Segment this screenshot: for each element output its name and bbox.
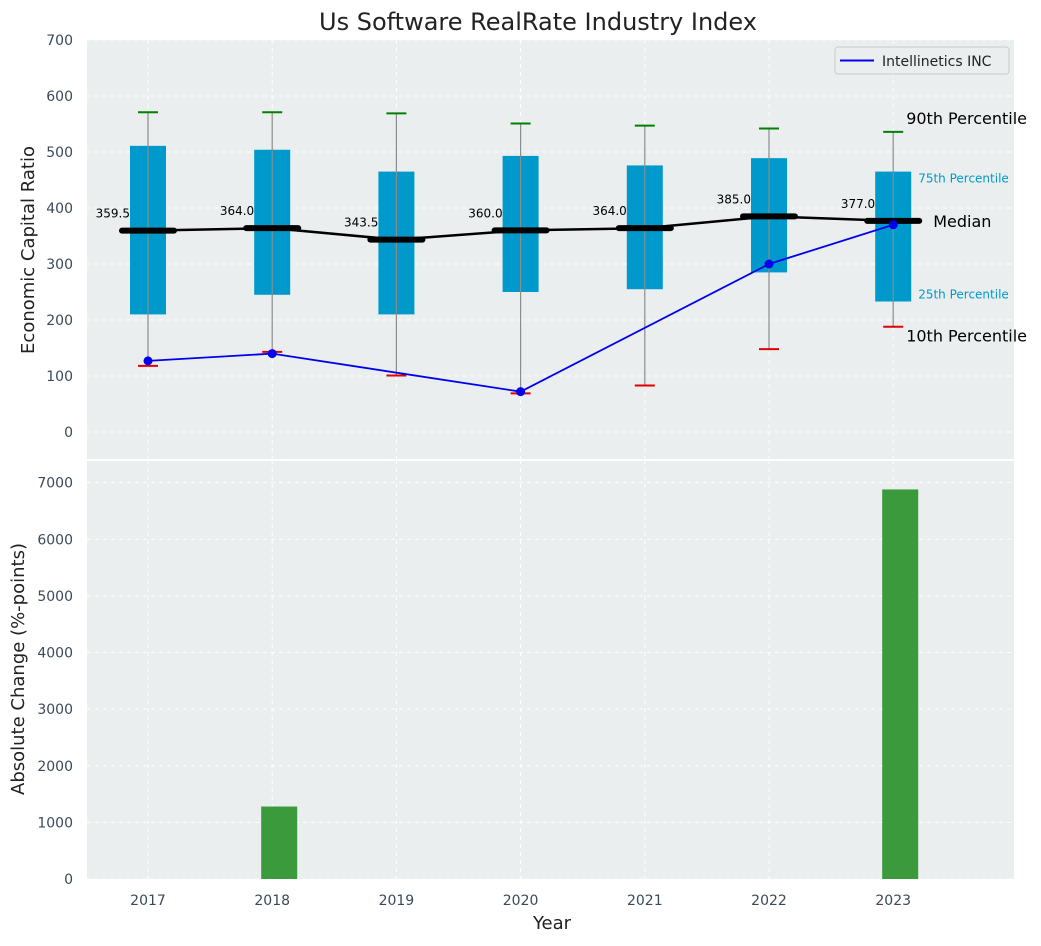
bottom-plot-area (87, 460, 1014, 879)
median-annotation: Median (933, 212, 991, 231)
top-y-tick-label: 100 (46, 369, 73, 385)
median-value-label: 385.0 (717, 192, 751, 206)
top-y-tick-label: 700 (46, 33, 73, 49)
x-tick-label: 2019 (379, 893, 415, 909)
bottom-y-tick-label: 4000 (37, 646, 73, 662)
x-tick-label: 2021 (627, 893, 663, 909)
company-series-point (516, 387, 526, 397)
top-y-tick-label: 0 (64, 425, 73, 441)
median-value-label: 359.5 (96, 207, 130, 221)
company-series-point (888, 220, 898, 230)
bottom-y-tick-label: 6000 (37, 532, 73, 548)
median-value-label: 360.0 (468, 206, 502, 220)
median-value-label: 343.5 (344, 216, 378, 230)
bottom-y-tick-label: 3000 (37, 702, 73, 718)
p75-annotation: 75th Percentile (918, 172, 1009, 186)
top-y-tick-label: 600 (46, 89, 73, 105)
x-axis-label: Year (532, 913, 572, 934)
top-plot-area (87, 40, 1014, 460)
median-value-label: 377.0 (841, 197, 875, 211)
p10-annotation: 10th Percentile (906, 327, 1027, 346)
bottom-y-axis-label: Absolute Change (%-points) (8, 543, 29, 795)
company-series-point (267, 349, 277, 359)
p90-annotation: 90th Percentile (906, 109, 1027, 128)
company-series-point (764, 259, 774, 269)
company-series-point (143, 356, 153, 366)
p25-annotation: 25th Percentile (918, 288, 1009, 302)
bottom-y-tick-label: 7000 (37, 476, 73, 492)
chart-title: Us Software RealRate Industry Index (319, 8, 757, 36)
legend-label: Intellinetics INC (882, 54, 992, 70)
x-tick-label: 2022 (751, 893, 787, 909)
bottom-y-tick-label: 1000 (37, 815, 73, 831)
x-tick-label: 2017 (130, 893, 166, 909)
top-y-tick-label: 500 (46, 145, 73, 161)
x-tick-label: 2023 (875, 893, 911, 909)
top-y-tick-label: 400 (46, 201, 73, 217)
x-tick-label: 2020 (503, 893, 539, 909)
change-bar (261, 806, 298, 879)
top-y-tick-label: 300 (46, 257, 73, 273)
bottom-y-tick-label: 0 (64, 872, 73, 888)
change-bar (882, 489, 919, 879)
median-value-label: 364.0 (592, 204, 626, 218)
median-value-label: 364.0 (220, 204, 254, 218)
bottom-y-tick-label: 2000 (37, 759, 73, 775)
top-y-axis-label: Economic Capital Ratio (18, 146, 39, 354)
legend-box (834, 46, 1010, 75)
top-y-tick-label: 200 (46, 313, 73, 329)
x-tick-label: 2018 (254, 893, 290, 909)
bottom-y-tick-label: 5000 (37, 589, 73, 605)
